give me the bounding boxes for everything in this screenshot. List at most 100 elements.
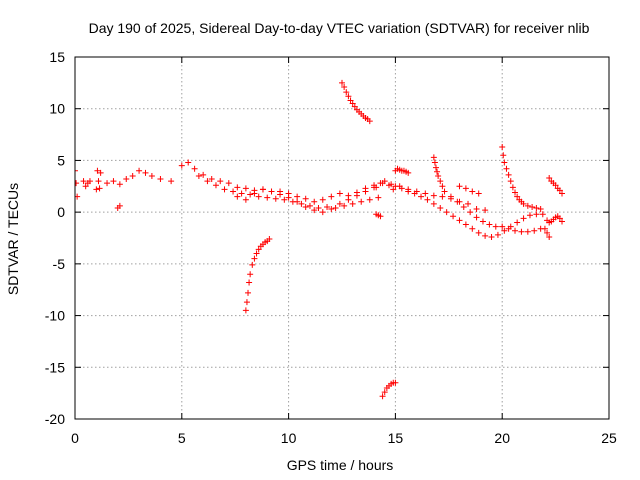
data-point bbox=[559, 218, 566, 225]
data-point bbox=[512, 189, 519, 196]
data-point bbox=[96, 185, 103, 192]
data-point bbox=[336, 190, 343, 197]
data-point bbox=[422, 190, 429, 197]
series-arc-o bbox=[430, 154, 448, 195]
data-point bbox=[136, 167, 143, 174]
data-point bbox=[221, 186, 228, 193]
data-point bbox=[259, 186, 266, 193]
data-point bbox=[328, 193, 335, 200]
data-point bbox=[277, 191, 284, 198]
data-point bbox=[439, 193, 446, 200]
data-point bbox=[431, 159, 438, 166]
data-point bbox=[281, 196, 288, 203]
series-arc-q bbox=[456, 183, 482, 197]
data-point bbox=[353, 192, 360, 199]
data-point bbox=[110, 178, 117, 185]
series-arc-a bbox=[74, 167, 81, 200]
data-point bbox=[94, 167, 101, 174]
y-tick-label: 0 bbox=[57, 204, 65, 220]
data-point bbox=[217, 178, 224, 185]
series-arc-c bbox=[93, 167, 104, 193]
data-point bbox=[479, 218, 486, 225]
axis-ticks: 0 5 10 15 20 25 -20 -15 -10 -5 0 5 10 15 bbox=[45, 49, 617, 446]
data-point bbox=[75, 180, 80, 187]
data-point bbox=[366, 196, 373, 203]
data-point bbox=[537, 206, 544, 213]
data-point bbox=[225, 180, 232, 187]
data-point bbox=[204, 178, 211, 185]
data-point bbox=[475, 229, 482, 236]
series-arc-g bbox=[114, 202, 123, 212]
data-point bbox=[339, 79, 345, 86]
data-point bbox=[178, 162, 185, 169]
data-point bbox=[437, 205, 444, 212]
series-arc-j bbox=[339, 79, 373, 125]
x-tick-label: 10 bbox=[281, 430, 297, 446]
data-point bbox=[469, 225, 476, 232]
data-point bbox=[294, 198, 301, 205]
data-point bbox=[392, 183, 399, 190]
data-point bbox=[351, 103, 358, 110]
data-point bbox=[486, 221, 493, 228]
data-point bbox=[467, 209, 474, 216]
data-point bbox=[246, 279, 253, 286]
data-point bbox=[302, 195, 309, 202]
data-point bbox=[405, 169, 412, 176]
data-point bbox=[243, 299, 250, 306]
data-point bbox=[499, 143, 506, 150]
data-point bbox=[435, 172, 442, 179]
data-point bbox=[251, 190, 258, 197]
data-point bbox=[298, 200, 305, 207]
data-point bbox=[319, 209, 326, 216]
data-point bbox=[345, 93, 352, 100]
x-tick-label: 5 bbox=[178, 430, 186, 446]
series-arc-i bbox=[242, 236, 273, 314]
data-point bbox=[385, 182, 392, 189]
data-point bbox=[95, 178, 102, 185]
data-point bbox=[311, 198, 318, 205]
data-point bbox=[306, 202, 313, 209]
data-point bbox=[347, 97, 354, 104]
data-point bbox=[142, 169, 149, 176]
data-point bbox=[234, 184, 241, 191]
data-point bbox=[475, 190, 482, 197]
data-point bbox=[418, 193, 425, 200]
data-point bbox=[437, 178, 444, 185]
data-point bbox=[157, 176, 164, 183]
data-point bbox=[123, 176, 130, 183]
data-point bbox=[341, 202, 348, 209]
data-point bbox=[411, 190, 418, 197]
data-point bbox=[195, 172, 202, 179]
data-point bbox=[509, 184, 516, 191]
data-point bbox=[447, 193, 454, 200]
data-point bbox=[324, 203, 331, 210]
data-point bbox=[251, 255, 258, 262]
data-point bbox=[392, 379, 399, 386]
series-arc-m bbox=[392, 165, 412, 176]
data-point bbox=[97, 169, 104, 176]
data-point bbox=[546, 233, 553, 240]
data-point bbox=[482, 207, 489, 214]
data-point bbox=[424, 196, 431, 203]
data-point bbox=[505, 171, 512, 178]
y-tick-label: 15 bbox=[49, 49, 65, 65]
y-tick-label: -15 bbox=[45, 359, 65, 375]
y-axis-label: SDTVAR / TECUs bbox=[5, 183, 21, 295]
data-point bbox=[514, 219, 521, 226]
data-point bbox=[377, 180, 384, 187]
plot-frame bbox=[74, 56, 610, 420]
series-arc-f bbox=[234, 184, 378, 216]
data-point bbox=[450, 213, 457, 220]
data-point bbox=[434, 168, 441, 175]
data-point bbox=[315, 205, 322, 212]
data-point bbox=[541, 225, 548, 232]
data-point bbox=[185, 159, 192, 166]
x-tick-label: 15 bbox=[388, 430, 404, 446]
y-tick-label: -10 bbox=[45, 308, 65, 324]
data-point bbox=[524, 228, 531, 235]
data-point bbox=[546, 175, 553, 182]
data-point bbox=[373, 184, 380, 191]
x-tick-label: 20 bbox=[494, 430, 510, 446]
data-point bbox=[520, 200, 527, 207]
y-tick-label: 10 bbox=[49, 101, 65, 117]
